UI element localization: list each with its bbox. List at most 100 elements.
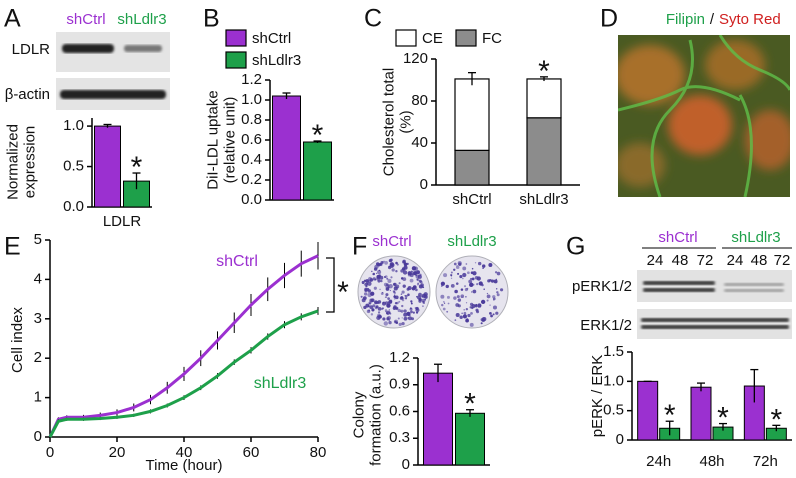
- colony: [400, 277, 404, 280]
- colony: [461, 296, 463, 298]
- colony: [364, 288, 368, 292]
- colony: [496, 293, 500, 297]
- blot-row-label: LDLR: [12, 41, 51, 58]
- colony: [475, 308, 479, 312]
- colony: [468, 279, 473, 284]
- colony: [396, 263, 399, 266]
- colony: [423, 302, 425, 304]
- colony: [407, 285, 412, 291]
- colony: [463, 309, 465, 311]
- colony: [454, 319, 457, 322]
- panel-label: A: [4, 5, 21, 33]
- colony: [442, 307, 446, 311]
- x-tick-label: 24h: [646, 453, 671, 470]
- colony: [490, 314, 493, 318]
- colony: [374, 300, 378, 305]
- colony: [471, 291, 473, 293]
- colony: [368, 309, 371, 312]
- colony: [377, 300, 382, 304]
- x-axis-label: Time (hour): [146, 457, 223, 474]
- panel-label: B: [203, 5, 220, 33]
- blot-header: shCtrl: [66, 11, 105, 28]
- colony: [410, 302, 413, 305]
- colony: [446, 310, 449, 313]
- colony: [384, 309, 388, 312]
- colony: [403, 316, 408, 321]
- y-axis-label: DiI-LDL uptake: [204, 90, 221, 190]
- colony: [404, 297, 408, 300]
- colony: [402, 284, 406, 288]
- colony: [489, 304, 491, 306]
- colony: [407, 287, 410, 289]
- colony: [370, 298, 375, 303]
- colony: [407, 271, 412, 276]
- colony: [378, 269, 381, 272]
- colony: [377, 306, 382, 311]
- colony: [409, 278, 414, 283]
- y-axis-label: Cholesterol total: [380, 68, 397, 176]
- colony: [465, 318, 469, 323]
- colony: [450, 283, 455, 288]
- colony: [483, 288, 485, 290]
- colony: [363, 284, 365, 286]
- x-tick-label: 72h: [753, 453, 778, 470]
- colony: [465, 263, 468, 265]
- colony: [373, 286, 377, 290]
- colony: [390, 276, 393, 279]
- y-axis-label: Normalized: [4, 124, 21, 200]
- colony: [496, 291, 499, 294]
- colony: [380, 307, 384, 311]
- colony: [457, 298, 462, 302]
- colony: [462, 272, 467, 278]
- colony: [469, 322, 474, 327]
- colony: [450, 275, 453, 277]
- colony: [397, 308, 401, 313]
- y-tick-label: 0.8: [241, 111, 262, 128]
- colony: [367, 276, 373, 282]
- colony: [386, 277, 389, 280]
- colony: [423, 294, 428, 299]
- legend-swatch: [395, 29, 417, 47]
- colony: [462, 277, 464, 280]
- colony: [415, 288, 418, 292]
- colony: [453, 262, 457, 266]
- bar: [94, 125, 121, 208]
- colony: [413, 266, 419, 271]
- y-tick-label: 0.3: [389, 429, 410, 446]
- y-tick-label: 1.5: [603, 343, 624, 360]
- colony: [400, 296, 404, 299]
- colony: [389, 312, 392, 315]
- colony: [388, 320, 392, 325]
- bracket: [326, 257, 335, 313]
- image-label: Filipin: [666, 11, 705, 28]
- colony: [456, 295, 460, 299]
- colony: [474, 305, 478, 308]
- y-tick-label: 5: [34, 231, 42, 248]
- colony: [406, 311, 411, 316]
- colony: [410, 270, 413, 273]
- lane-label: 24: [647, 252, 664, 269]
- blot: [56, 32, 170, 110]
- colony: [493, 299, 495, 301]
- colony: [383, 276, 386, 278]
- x-tick-label: shCtrl: [452, 191, 491, 208]
- colony: [380, 279, 383, 283]
- colony: [395, 270, 398, 273]
- colony: [367, 289, 372, 293]
- colony: [496, 271, 501, 276]
- line: [48, 309, 319, 438]
- colony: [465, 296, 467, 298]
- colony: [466, 271, 470, 275]
- y-tick-label: 1: [34, 389, 42, 406]
- colony: [391, 268, 395, 272]
- blot-header: shLdlr3: [731, 229, 780, 246]
- y-tick-label: 0: [616, 431, 624, 448]
- colony: [453, 268, 456, 271]
- colony: [372, 272, 376, 276]
- colony: [383, 260, 385, 263]
- colony: [388, 319, 391, 322]
- colony: [418, 284, 423, 289]
- colony: [443, 273, 448, 278]
- colony: [393, 319, 399, 324]
